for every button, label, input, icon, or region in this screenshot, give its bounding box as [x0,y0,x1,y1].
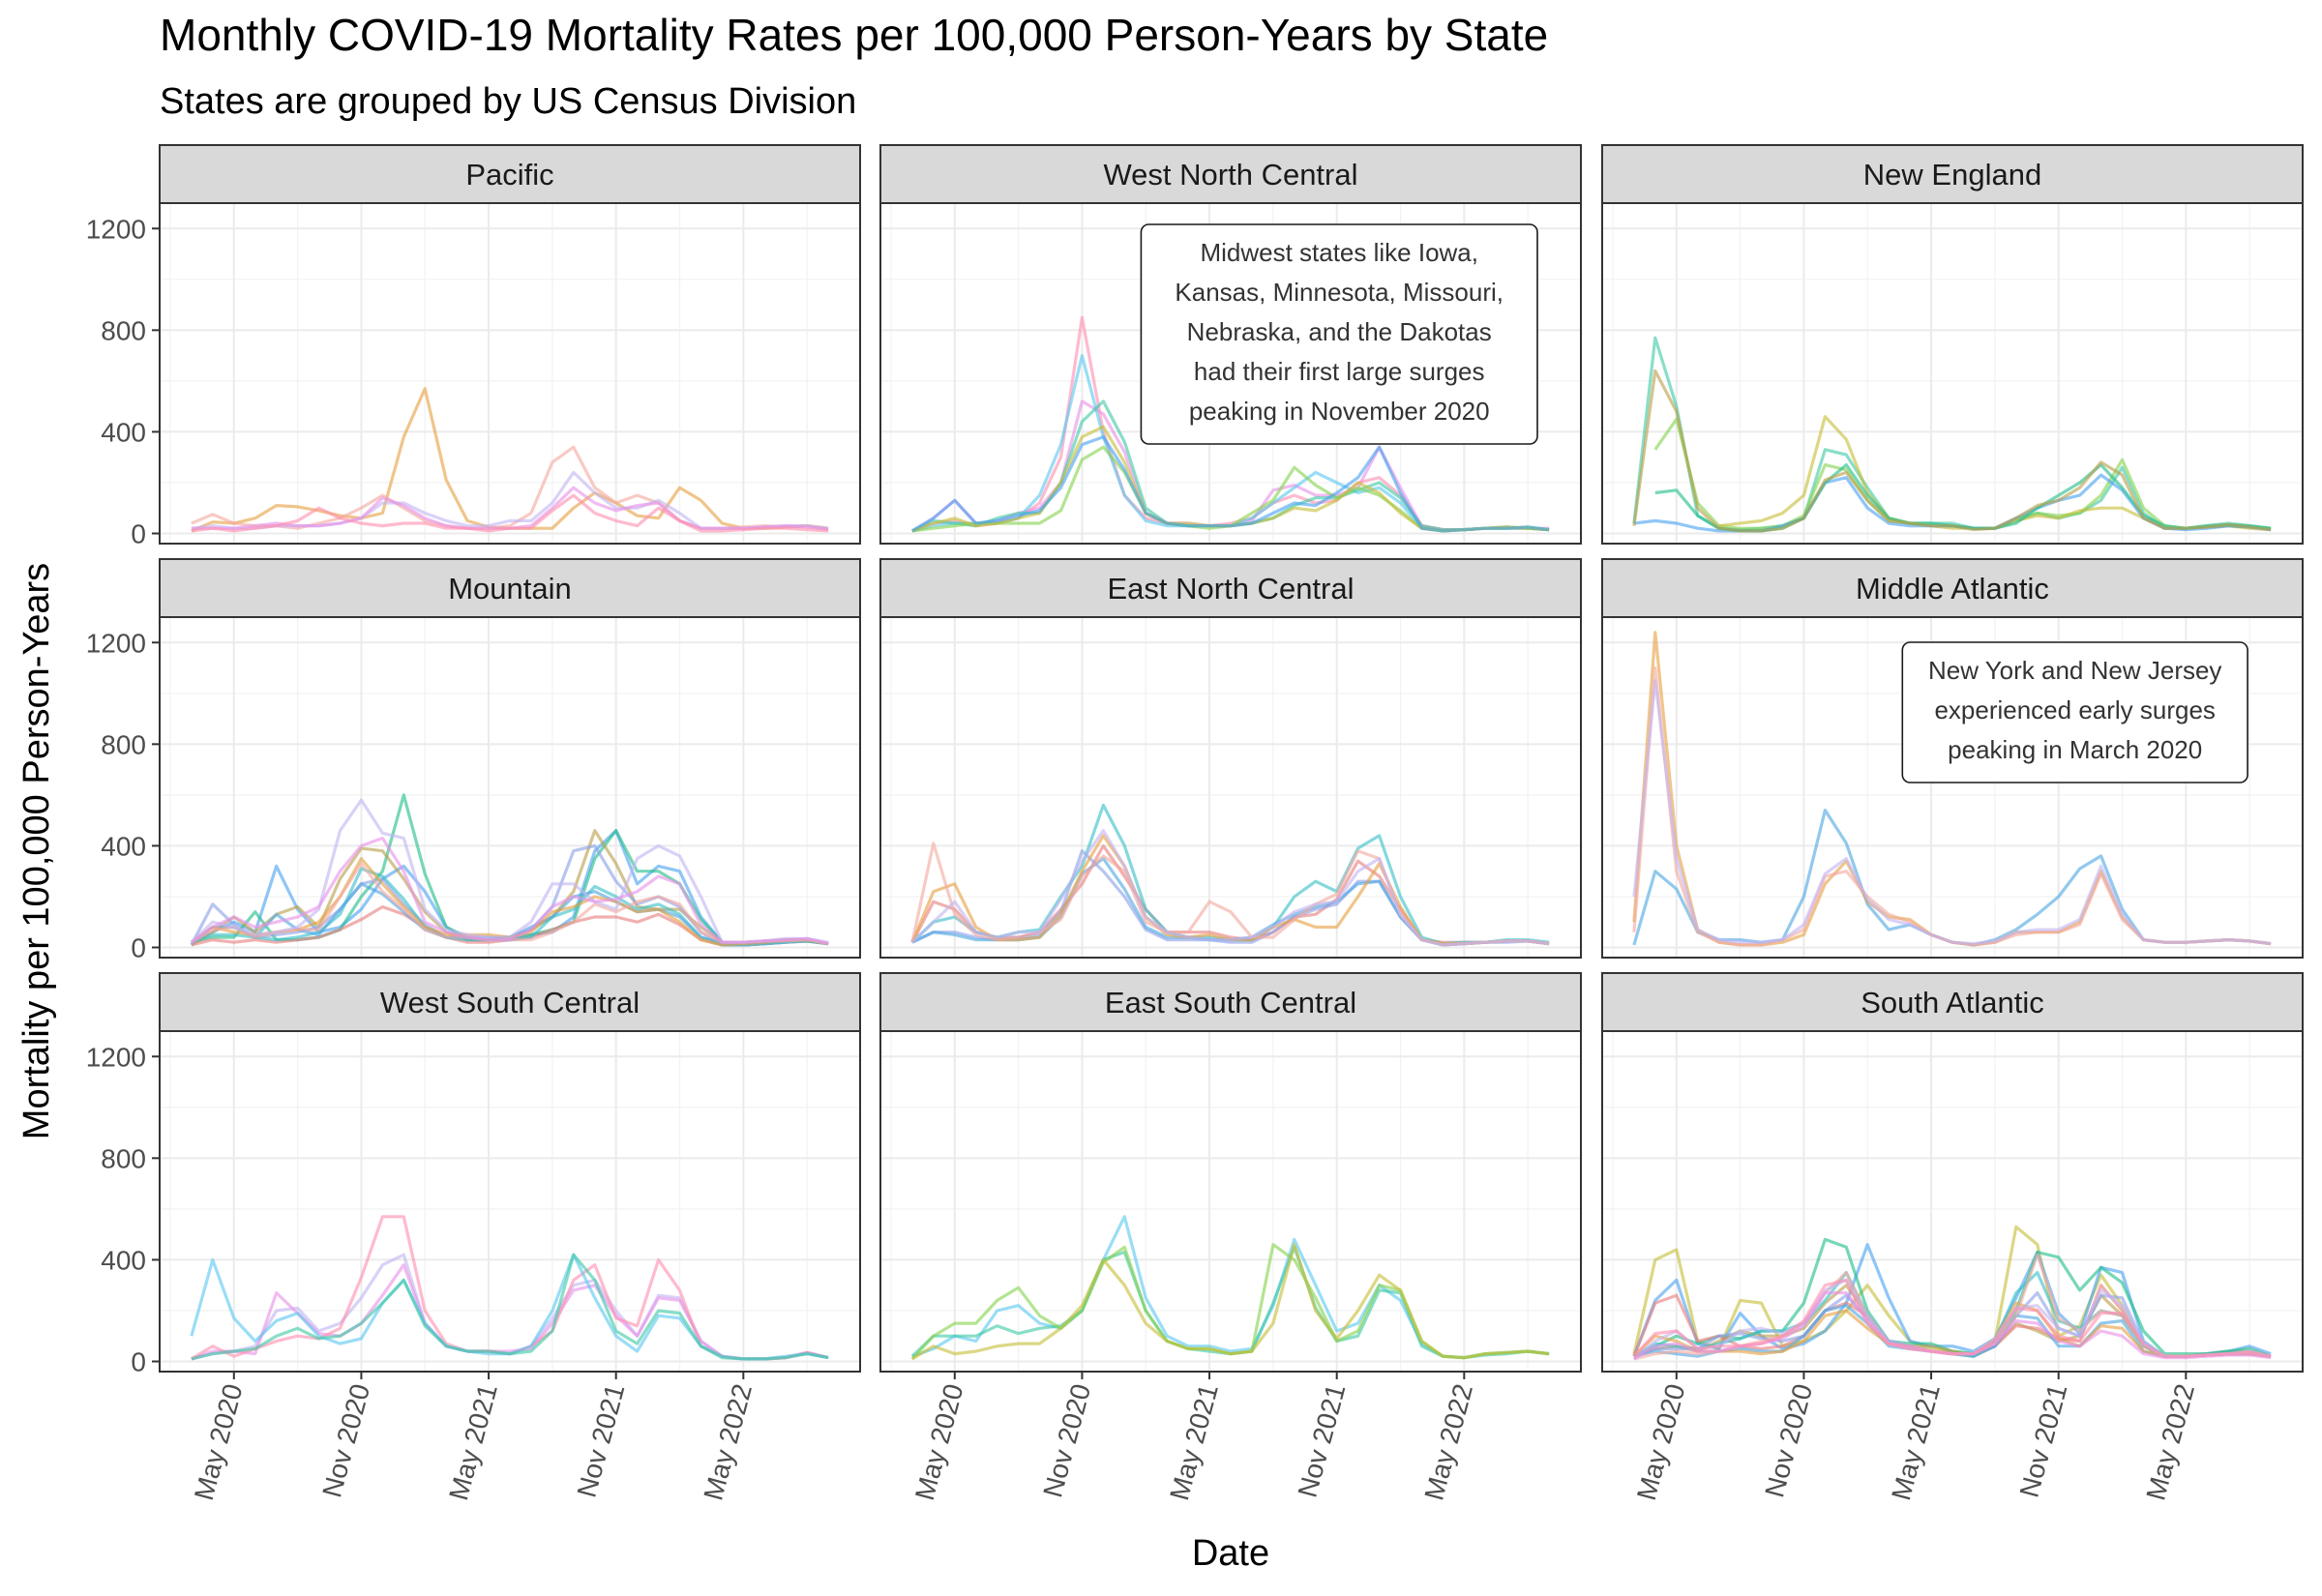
y-tick-label: 1200 [86,1042,146,1072]
chart-title: Monthly COVID-19 Mortality Rates per 100… [160,10,1548,60]
facet-strip-label: Pacific [465,158,553,192]
series-line [1632,679,2272,946]
x-axis-title: Date [1192,1533,1269,1574]
series-line [910,829,1550,947]
facet-strip [159,972,861,1032]
y-tick-label: 1200 [86,214,146,244]
y-tick-label: 400 [101,417,146,447]
facet-mountain: Mountain 0 400 800 1200 [86,558,861,962]
panel-border [159,1030,861,1373]
y-tick-label: 400 [101,1245,146,1275]
y-axis-title: Mortality per 100,000 Person-Years [16,563,57,1139]
facet-strip-label: East South Central [1105,986,1356,1020]
series-line [911,435,1550,533]
y-tick-label: 0 [131,518,146,548]
panel-border [879,1030,1582,1373]
facet-strip [1601,144,2304,204]
annotation-line: Nebraska, and the Dakotas [1187,317,1492,346]
annotation-line: peaking in March 2020 [1948,735,2202,764]
annotation-line: Midwest states like Iowa, [1200,238,1478,267]
panel-background [160,1031,860,1372]
annotation-line: peaking in November 2020 [1189,397,1490,426]
series-line [191,493,829,533]
panel-background [880,617,1581,958]
series-line [1632,1278,2272,1358]
y-tick-label: 0 [131,932,146,962]
y-tick-label: 400 [101,831,146,861]
panel-border [159,616,861,959]
panel-border [1601,616,2304,959]
facet-strip-label: East North Central [1108,572,1354,606]
facet-strip [159,144,861,204]
annotation-line: Kansas, Minnesota, Missouri, [1175,278,1503,307]
facet-strip-label: Mountain [448,572,572,606]
series-line [190,836,829,946]
annotation-line: experienced early surges [1934,695,2216,724]
series-line [1632,369,2272,533]
facet-middle-atlantic: Middle Atlantic New York and New Jersey ex… [1601,558,2304,959]
y-tick-label: 800 [101,729,146,759]
panel-background [880,1031,1581,1372]
annotation-box: Midwest states like Iowa, Kansas, Minneso… [1140,223,1538,445]
annotation-frame [1140,223,1538,445]
annotation-frame [1901,641,2248,783]
chart-subtitle: States are grouped by US Census Division [160,81,856,122]
y-tick-label: 800 [101,1143,146,1173]
panel-background [1602,1031,2303,1372]
panel-border [1601,202,2304,545]
facet-strip [159,558,861,618]
annotation-line: New York and New Jersey [1928,656,2221,685]
facet-strip-label: New England [1863,158,2041,192]
panel-background [160,203,860,544]
facet-west-north-central: West North Central Midwest states like Io… [879,144,1582,545]
facet-new-england: New England [1601,144,2304,545]
facet-strip [1601,558,2304,618]
series-line [911,1243,1550,1361]
facet-strip [879,144,1582,204]
panel-border [879,202,1582,545]
y-tick-label: 1200 [86,628,146,658]
facets-layer: Pacific 0 400 800 1200 West North Central Midw… [86,144,2304,1503]
facet-strip-label: West South Central [380,986,640,1020]
annotation-box: New York and New Jersey experienced early… [1901,641,2248,783]
facet-strip-label: West North Central [1103,158,1357,192]
facet-strip [1601,972,2304,1032]
series-line [191,1253,829,1361]
facet-east-north-central: East North Central [879,558,1582,959]
facet-strip-label: Middle Atlantic [1856,572,2049,606]
y-tick-label: 0 [131,1346,146,1376]
facet-pacific: Pacific 0 400 800 1200 [86,144,861,548]
annotation-line: had their first large surges [1194,357,1485,386]
panel-border [1601,1030,2304,1373]
panel-border [879,616,1582,959]
y-tick-label: 800 [101,315,146,345]
panel-background [1602,203,2303,544]
panel-border [159,202,861,545]
facet-strip-label: South Atlantic [1861,986,2044,1020]
facet-strip [879,972,1582,1032]
